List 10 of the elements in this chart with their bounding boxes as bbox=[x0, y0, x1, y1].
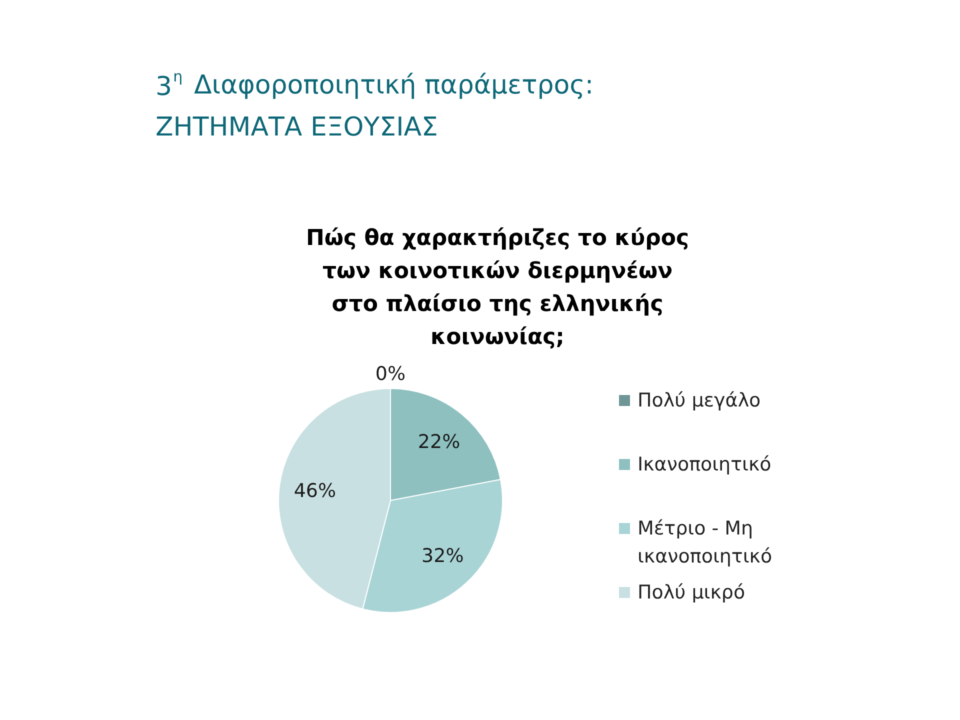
data-label: 46% bbox=[294, 480, 336, 502]
legend-label: Πολύ μικρό bbox=[638, 582, 746, 604]
chart-title: Πώς θα χαρακτήριζες το κύρος των κοινοτικών διερμηνέων στο πλαίσιο της ελληνικής κοινωνίας; bbox=[306, 226, 690, 350]
text: ΖΗΤΗΜΑΤΑ ΕΞΟΥΣΙΑΣ bbox=[156, 112, 438, 142]
legend-label: Μέτριο - Μη ικανοποιητικό bbox=[638, 518, 772, 568]
text: 0% bbox=[375, 362, 406, 385]
legend-label: Πολύ μεγάλο bbox=[638, 390, 761, 412]
legend-label: Ικανοποιητικό bbox=[638, 454, 772, 476]
data-label: 22% bbox=[418, 430, 460, 453]
data-label: 32% bbox=[422, 545, 464, 568]
